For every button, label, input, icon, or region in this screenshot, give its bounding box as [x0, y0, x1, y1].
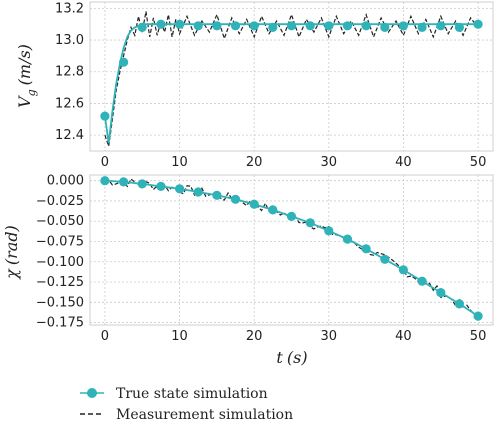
bot-true-marker: [398, 265, 408, 275]
top-true-marker: [100, 111, 110, 121]
bot-x-tick-label: 20: [246, 329, 263, 344]
top-y-tick-label: 12.6: [55, 96, 84, 111]
top-true-line: [104, 23, 479, 144]
bot-true-marker: [193, 187, 203, 197]
bot-true-marker: [380, 254, 390, 264]
bottom-x-label-main: t: [276, 348, 283, 367]
bot-true-marker: [175, 184, 185, 194]
top-true-marker: [417, 22, 427, 32]
top-true-marker: [361, 21, 371, 31]
top-true-marker: [137, 22, 147, 32]
top-true-marker: [454, 22, 464, 32]
bot-true-marker: [156, 181, 166, 191]
bottom-y-label-main: χ: [2, 268, 21, 280]
bottom-x-label-unit: (s): [287, 348, 308, 367]
bot-true-marker: [268, 205, 278, 215]
top-true-marker: [230, 21, 241, 31]
bot-y-tick-label: −0.025: [36, 194, 84, 209]
bot-true-marker: [305, 218, 315, 228]
top-true-marker: [380, 22, 390, 32]
top-x-tick-label: 30: [321, 155, 338, 170]
top-y-tick-label: 13.2: [55, 1, 84, 16]
bot-x-tick-label: 30: [321, 329, 338, 344]
top-measurement-line: [104, 11, 479, 147]
bottom-y-ticks: 0.000 −0.025 −0.050 −0.075 −0.100 −0.125 −0.15…: [36, 174, 84, 331]
bot-y-tick-label: −0.075: [36, 234, 84, 249]
top-measurement-series: [104, 11, 479, 147]
top-x-tick-label: 10: [171, 155, 188, 170]
bottom-y-label-unit: (rad): [2, 225, 21, 265]
bottom-x-ticks: 0 10 20 30 40 50: [101, 329, 487, 344]
legend-item-true-state: True state simulation: [80, 386, 268, 402]
top-y-tick-label: 12.4: [55, 128, 84, 143]
bot-true-marker: [417, 276, 427, 286]
top-true-marker: [305, 21, 315, 31]
top-x-ticks: 0 10 20 30 40 50: [101, 155, 487, 170]
legend-true-marker: [87, 388, 97, 398]
legend: True state simulation Measurement simula…: [80, 386, 293, 423]
legend-meas-label: Measurement simulation: [116, 407, 293, 423]
bot-true-marker: [454, 299, 464, 309]
top-true-marker: [212, 21, 222, 31]
bot-true-marker: [249, 199, 259, 209]
bot-y-tick-label: −0.100: [36, 255, 84, 270]
top-true-marker: [268, 22, 278, 32]
bottom-plot: 0 10 20 30 40 50 0.000 −0.025 −0.050 −0.075 −0.10…: [2, 174, 494, 367]
top-y-tick-label: 13.0: [55, 33, 84, 48]
bot-true-marker: [212, 190, 222, 200]
top-y-axis-label: Vg (m/s): [15, 44, 38, 108]
top-true-marker: [193, 21, 203, 31]
bot-x-tick-label: 0: [101, 329, 109, 344]
bot-true-marker: [324, 226, 334, 236]
bot-y-tick-label: −0.175: [36, 316, 84, 331]
bot-true-marker: [436, 288, 446, 298]
top-y-tick-label: 12.8: [55, 65, 84, 80]
top-x-tick-label: 50: [470, 155, 487, 170]
top-true-marker: [249, 21, 259, 31]
top-true-marker: [436, 21, 446, 31]
top-true-marker: [286, 21, 297, 31]
bot-y-tick-label: 0.000: [47, 174, 84, 189]
top-true-marker: [342, 21, 353, 31]
bot-true-marker: [361, 244, 371, 254]
top-x-tick-label: 40: [395, 155, 412, 170]
top-x-tick-label: 0: [101, 155, 109, 170]
bot-true-marker: [137, 179, 147, 189]
bot-y-tick-label: −0.125: [36, 275, 84, 290]
bot-true-marker: [473, 311, 483, 321]
legend-item-measurement: Measurement simulation: [80, 407, 293, 423]
bot-true-marker: [342, 234, 353, 244]
top-x-tick-label: 20: [246, 155, 263, 170]
legend-true-label: True state simulation: [116, 386, 268, 402]
bottom-y-axis-label: χ (rad): [2, 225, 21, 280]
top-y-label-sub: g: [25, 89, 38, 96]
bottom-plot-area: [89, 174, 494, 326]
bottom-gridlines: [90, 175, 493, 325]
bottom-true-series: [100, 176, 483, 321]
bot-x-tick-label: 10: [171, 329, 188, 344]
top-true-marker: [156, 19, 166, 29]
top-true-marker: [175, 19, 185, 29]
top-y-ticks: 12.4 12.6 12.8 13.0 13.2: [55, 1, 84, 143]
top-plot: 0 10 20 30 40 50 12.4 12.6 12.8 13.0 13.2 Vg (m/s): [15, 1, 494, 170]
top-true-marker: [119, 57, 129, 67]
bot-x-tick-label: 50: [470, 329, 487, 344]
bottom-x-axis-label: t (s): [276, 348, 307, 367]
top-y-label-unit: (m/s): [15, 44, 34, 85]
top-true-series: [100, 19, 483, 144]
bot-true-marker: [286, 211, 297, 221]
top-true-marker: [398, 21, 408, 31]
bot-true-marker: [230, 194, 241, 204]
bot-y-tick-label: −0.150: [36, 295, 84, 310]
top-y-label-main: V: [15, 95, 34, 108]
top-true-marker: [324, 21, 334, 31]
bot-true-marker: [119, 177, 129, 187]
bot-x-tick-label: 40: [395, 329, 412, 344]
bot-y-tick-label: −0.050: [36, 214, 84, 229]
top-true-marker: [473, 19, 483, 29]
bot-true-marker: [100, 176, 110, 186]
